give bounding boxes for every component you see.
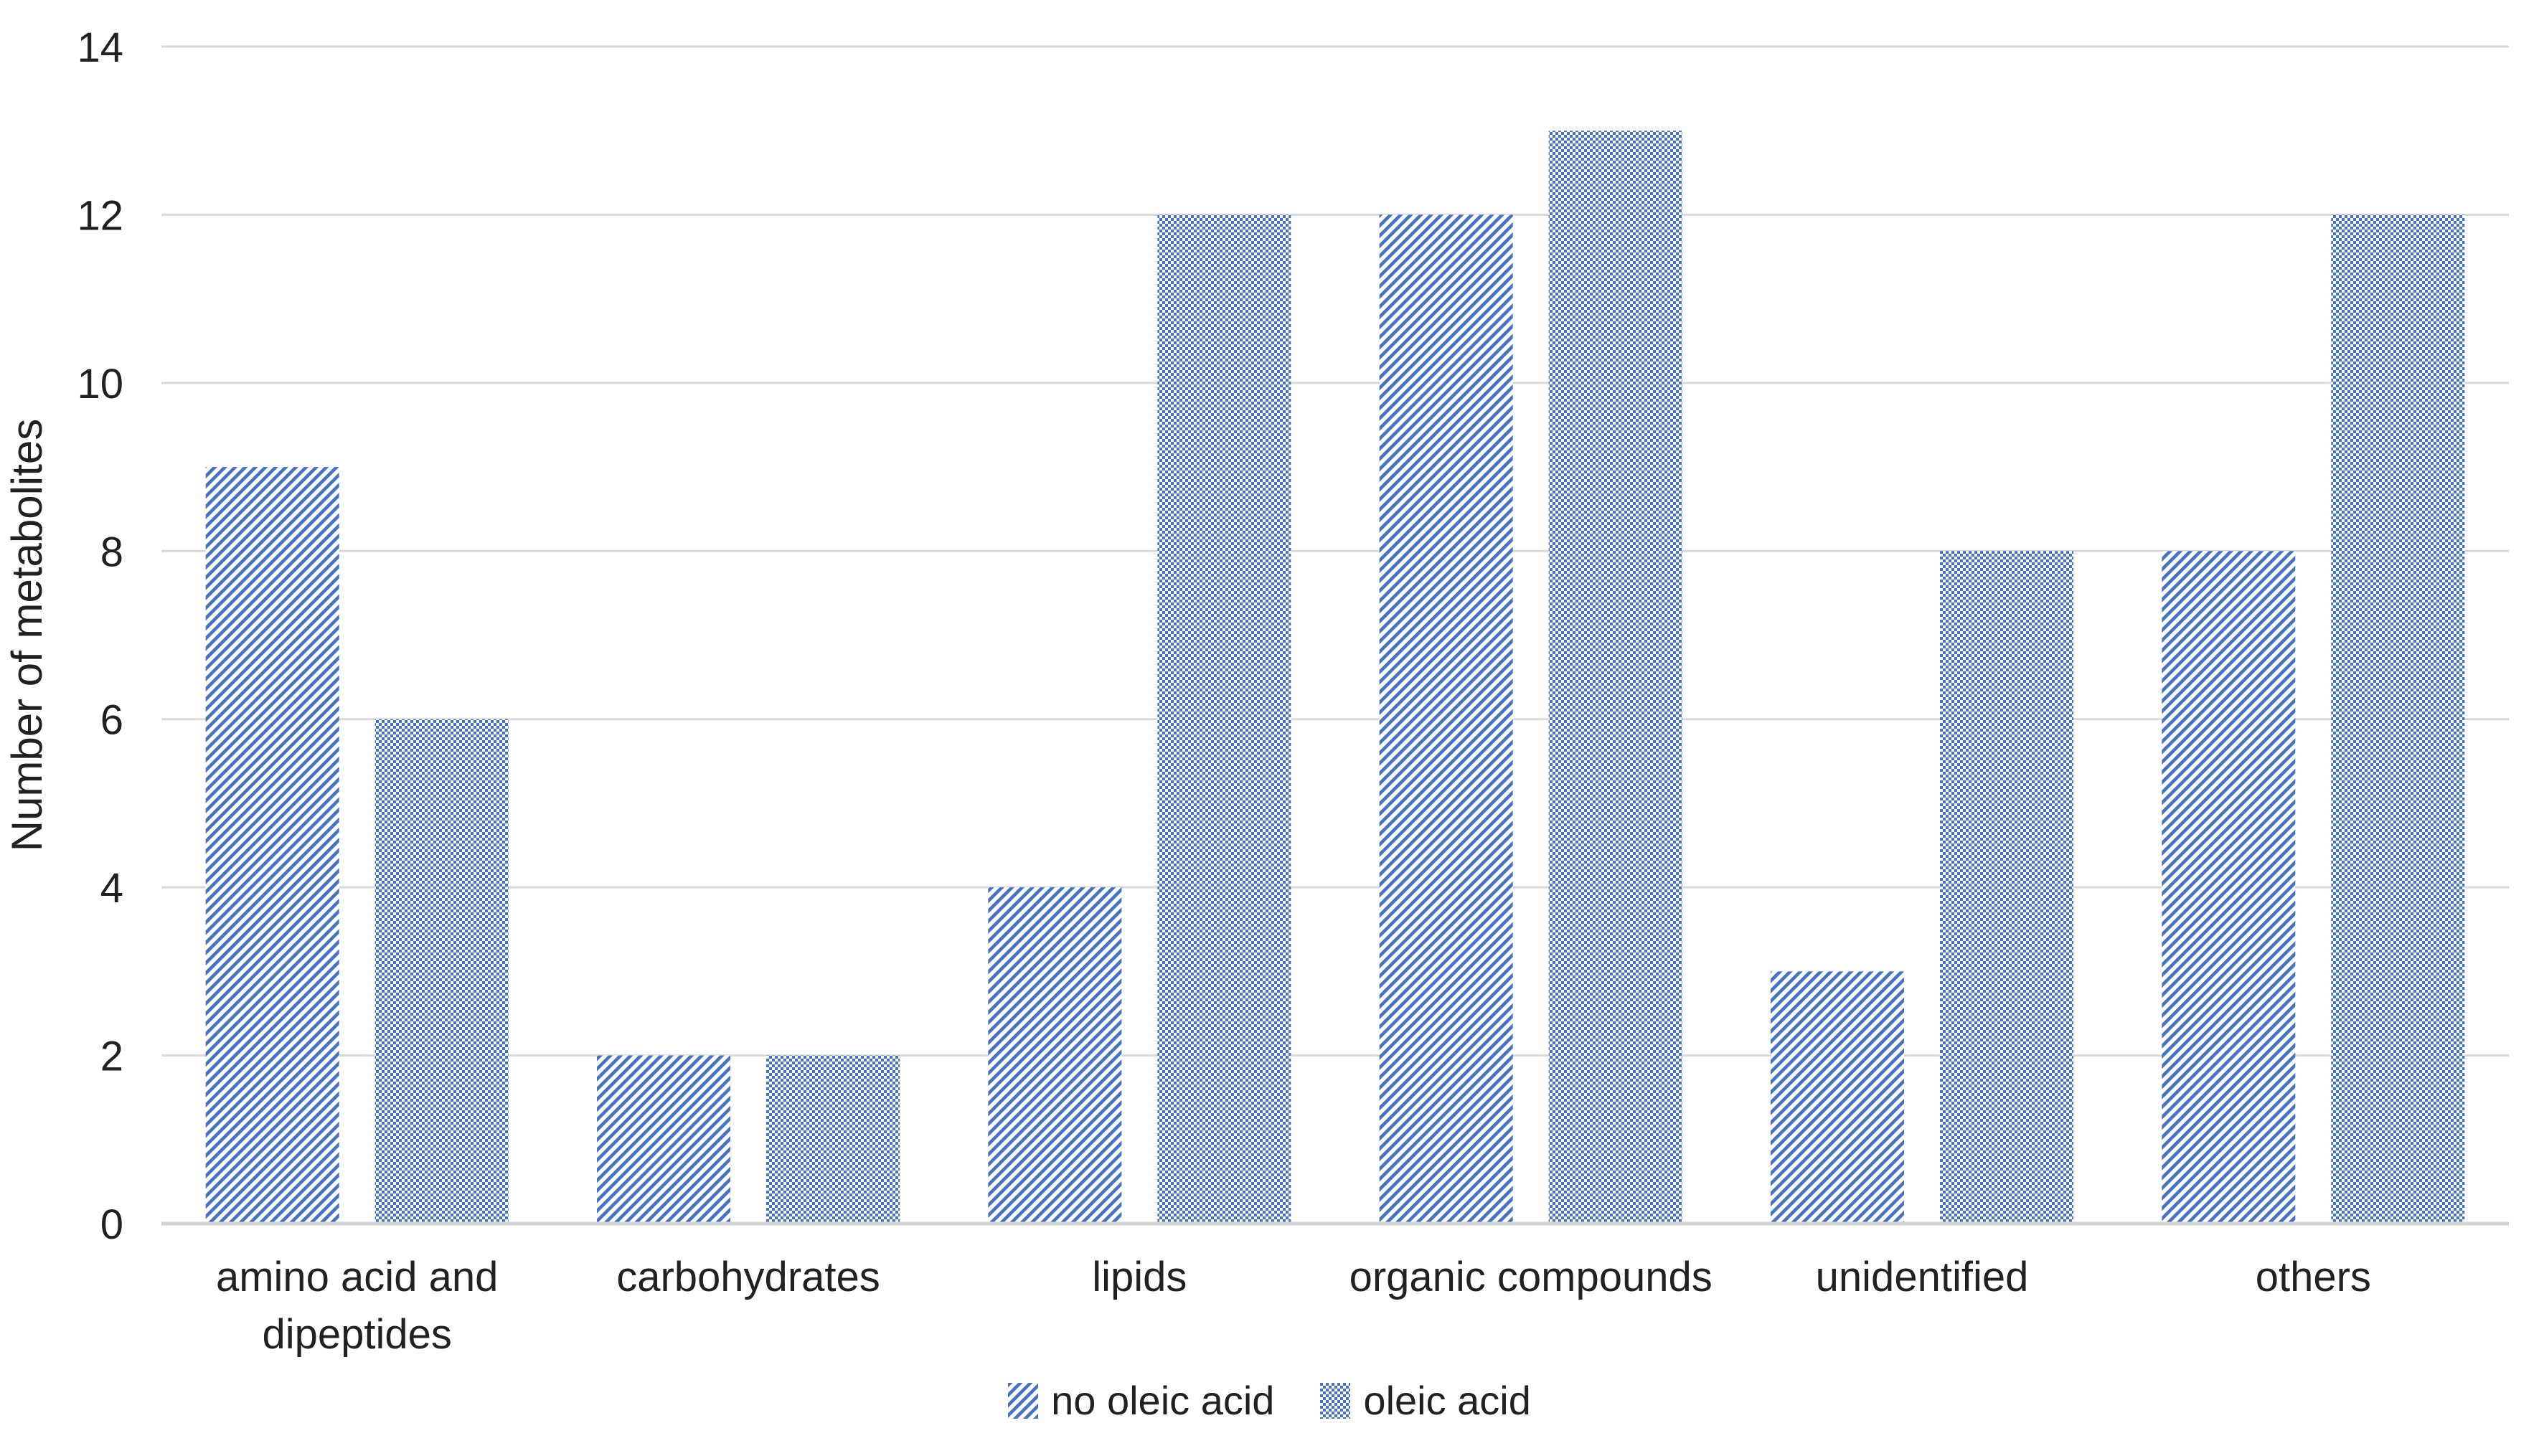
legend-item-no-oleic-acid: no oleic acid — [1008, 1379, 1274, 1423]
legend-item-oleic-acid: oleic acid — [1320, 1378, 1531, 1423]
y-axis-title: Number of metabolites — [3, 419, 51, 852]
bar-oleic-acid-unidentified — [1940, 551, 2073, 1224]
bar-oleic-acid-amino-acid-and-dipeptides — [375, 719, 509, 1224]
bars — [161, 131, 2509, 1226]
y-tick-label-8: 8 — [100, 529, 123, 575]
y-tick-label-10: 10 — [77, 361, 123, 407]
y-tick-label-0: 0 — [100, 1201, 123, 1248]
legend: no oleic acid oleic acid — [0, 1379, 2539, 1423]
bar-no-oleic-acid-others — [2162, 551, 2296, 1224]
x-category-label-others: others — [2256, 1254, 2371, 1300]
legend-key-no-oleic-acid — [1008, 1382, 1039, 1419]
x-category-label-amino-acid-and-dipeptides: amino acid and dipeptides — [216, 1254, 498, 1358]
bar-no-oleic-acid-amino-acid-and-dipeptides — [205, 467, 339, 1224]
bar-oleic-acid-others — [2331, 214, 2465, 1224]
y-tick-label-4: 4 — [100, 865, 123, 912]
bar-oleic-acid-carbohydrates — [766, 1055, 900, 1224]
y-tick-label-2: 2 — [100, 1034, 123, 1080]
y-tick-label-14: 14 — [77, 24, 123, 71]
x-category-label-organic-compounds: organic compounds — [1349, 1254, 1713, 1300]
gridlines — [161, 45, 2509, 1057]
bar-no-oleic-acid-lipids — [988, 887, 1122, 1224]
y-tick-label-12: 12 — [77, 192, 123, 239]
legend-label-oleic-acid: oleic acid — [1363, 1378, 1531, 1423]
y-axis-tick-labels: 0 2 4 6 8 10 12 14 — [77, 24, 123, 1248]
x-axis-category-labels: amino acid and dipeptides carbohydrates lip… — [216, 1254, 2371, 1358]
x-category-label-carbohydrates: carbohydrates — [616, 1254, 880, 1300]
dot-checker-swatch-icon — [1320, 1382, 1351, 1419]
bar-no-oleic-acid-unidentified — [1771, 971, 1904, 1224]
diagonal-hatch-swatch-icon — [1008, 1382, 1039, 1419]
bar-oleic-acid-lipids — [1157, 214, 1291, 1224]
bar-oleic-acid-organic-compounds — [1548, 131, 1682, 1224]
x-category-label-lipids: lipids — [1092, 1254, 1187, 1300]
bar-no-oleic-acid-organic-compounds — [1379, 214, 1513, 1224]
bar-no-oleic-acid-carbohydrates — [597, 1055, 730, 1224]
x-category-label-unidentified: unidentified — [1816, 1254, 2029, 1300]
legend-key-oleic-acid — [1320, 1382, 1351, 1419]
legend-label-no-oleic-acid: no oleic acid — [1051, 1378, 1275, 1423]
y-tick-label-6: 6 — [100, 697, 123, 744]
